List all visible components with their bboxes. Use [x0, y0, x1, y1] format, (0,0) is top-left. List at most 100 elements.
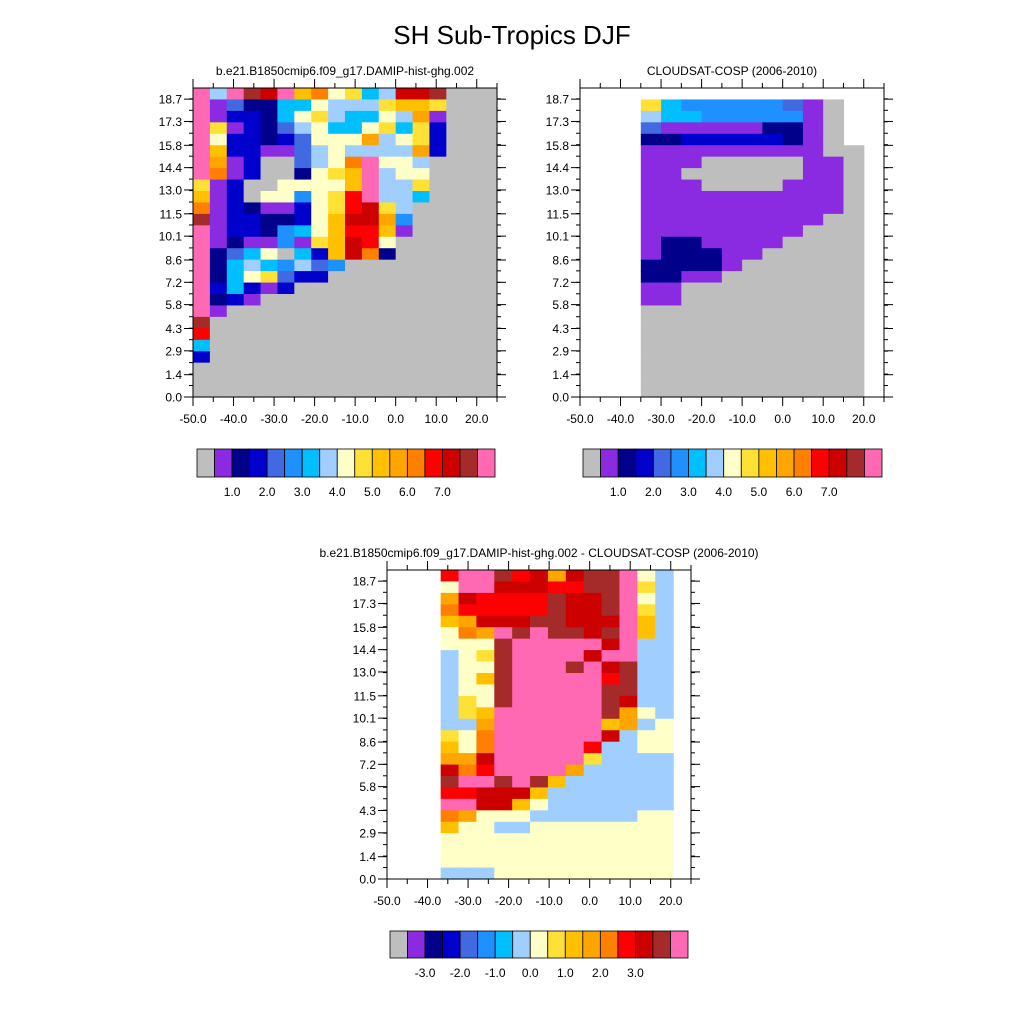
heatmap-cell [446, 282, 464, 295]
heatmap-cell [619, 581, 638, 594]
heatmap-cell [802, 282, 824, 295]
heatmap-cell [328, 282, 346, 295]
heatmap-cell [823, 179, 845, 192]
heatmap-cell [476, 627, 495, 640]
heatmap-cell [782, 362, 804, 375]
heatmap-cell [378, 294, 397, 307]
heatmap-cell [328, 145, 346, 158]
heatmap-cell [260, 99, 279, 112]
heatmap-cell [494, 581, 513, 594]
heatmap-cell [802, 328, 824, 341]
x-tick-label: -40.0 [607, 412, 635, 426]
heatmap-cell [661, 191, 682, 204]
heatmap-cell [655, 844, 674, 857]
heatmap-cell [277, 168, 295, 181]
heatmap-cell [823, 282, 845, 295]
heatmap-cell [476, 776, 495, 789]
heatmap-cell [243, 179, 262, 192]
colorbar-label: 5.0 [364, 485, 381, 499]
heatmap-cell [328, 122, 346, 135]
y-tick-label: 0.0 [359, 873, 376, 887]
heatmap-cell [243, 362, 262, 375]
heatmap-cell [294, 362, 312, 375]
heatmap-cell [742, 225, 763, 238]
heatmap-cell [458, 592, 478, 605]
heatmap-cell [681, 191, 703, 204]
heatmap-cell [640, 145, 662, 158]
plot-frame [192, 87, 498, 398]
heatmap-cell [512, 650, 531, 663]
heatmap-cell [583, 650, 603, 663]
heatmap-cell [843, 236, 865, 249]
heatmap-cell [661, 385, 682, 398]
panel-title: b.e21.B1850cmip6.f09_g17.DAMIP-hist-ghg.… [319, 546, 758, 560]
heatmap-cell [701, 259, 723, 272]
heatmap-cell [640, 328, 662, 341]
y-tick-label: 8.6 [552, 254, 569, 268]
colorbar-label: 7.0 [821, 485, 838, 499]
heatmap-cell [193, 110, 211, 123]
heatmap-cell [640, 168, 662, 181]
heatmap-cell [530, 570, 549, 583]
heatmap-cell [378, 225, 397, 238]
heatmap-cell [480, 374, 498, 387]
heatmap-cell [512, 844, 531, 857]
heatmap-cell [463, 99, 481, 112]
heatmap-cell [655, 821, 674, 834]
heatmap-cell [494, 615, 513, 628]
heatmap-cell [395, 259, 414, 272]
heatmap-cell [721, 305, 743, 318]
heatmap-cell [345, 271, 363, 284]
heatmap-cell [601, 730, 621, 743]
x-tick-label: -10.0 [728, 412, 756, 426]
heatmap-cell [681, 99, 703, 112]
heatmap-cell [480, 156, 498, 169]
heatmap-cell [294, 259, 312, 272]
heatmap-cell [440, 695, 460, 708]
heatmap-cell [601, 638, 621, 651]
heatmap-cell [243, 110, 262, 123]
heatmap-cell [565, 673, 585, 686]
heatmap-cell [378, 282, 397, 295]
heatmap-cell [395, 328, 414, 341]
heatmap-cell [440, 753, 460, 766]
heatmap-cell [463, 88, 481, 101]
heatmap-cell [480, 179, 498, 192]
heatmap-cell [395, 191, 414, 204]
heatmap-cell [601, 592, 621, 605]
colorbar-box [529, 930, 549, 959]
heatmap-cell [294, 168, 312, 181]
heatmap-cell [378, 316, 397, 329]
colorbar-label: 2.0 [592, 966, 609, 980]
x-tick-label: -20.0 [495, 894, 523, 908]
heatmap-cell [429, 248, 447, 261]
x-tick-label: -10.0 [341, 412, 369, 426]
heatmap-cell [512, 638, 531, 651]
heatmap-cell [463, 122, 481, 135]
heatmap-cell [395, 374, 414, 387]
heatmap-cell [601, 581, 621, 594]
heatmap-cell [277, 133, 295, 146]
heatmap-cell [463, 213, 481, 226]
y-tick-label: 15.8 [546, 139, 570, 153]
heatmap-cell [209, 374, 228, 387]
heatmap-cell [512, 787, 531, 800]
heatmap-cell [823, 351, 845, 364]
heatmap-cell [782, 133, 804, 146]
heatmap-cell [361, 362, 380, 375]
heatmap-cell [701, 191, 723, 204]
heatmap-cell [429, 145, 447, 158]
heatmap-cell [476, 718, 495, 731]
heatmap-cell [412, 202, 431, 215]
heatmap-cell [640, 385, 662, 398]
heatmap-cell [311, 362, 329, 375]
heatmap-cell [637, 684, 656, 697]
heatmap-cell [395, 213, 414, 226]
heatmap-cell [260, 110, 279, 123]
heatmap-cell [412, 236, 431, 249]
heatmap-cell [802, 99, 824, 112]
heatmap-cell [782, 110, 804, 123]
heatmap-cell [226, 156, 245, 169]
heatmap-cell [476, 787, 495, 800]
heatmap-cell [565, 604, 585, 617]
